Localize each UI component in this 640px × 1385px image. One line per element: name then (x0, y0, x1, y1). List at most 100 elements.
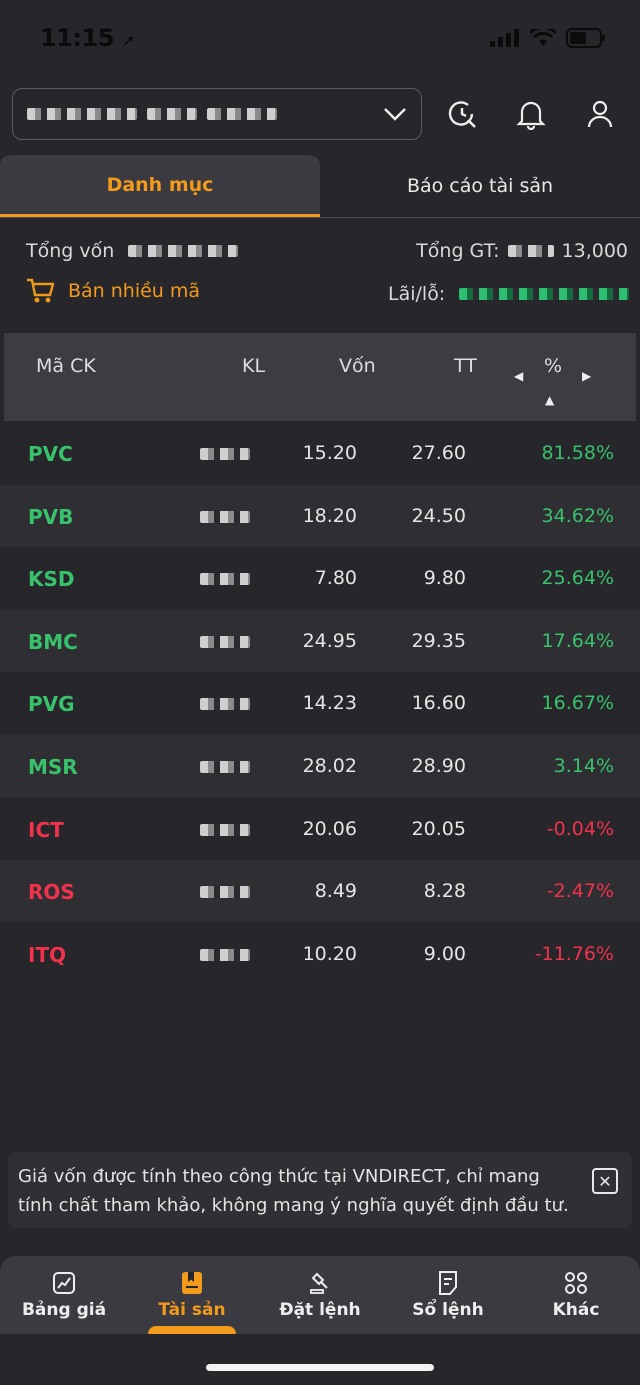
symbol-cell: ROS (28, 880, 75, 905)
column-prev-icon[interactable]: ◀ (514, 369, 524, 383)
close-icon[interactable]: ✕ (592, 1168, 618, 1194)
market-price-cell: 9.00 (423, 942, 466, 965)
location-arrow-icon: ➚ (121, 31, 135, 50)
profit-loss-label: Lãi/lỗ: (388, 283, 446, 305)
market-price-cell: 28.90 (411, 755, 466, 777)
market-price-cell: 16.60 (411, 692, 466, 715)
volume-masked (200, 761, 250, 773)
symbol-cell: KSD (28, 567, 75, 592)
nav-label: Bảng giá (21, 1300, 107, 1320)
nav-tai-san[interactable]: Tài sản (128, 1256, 256, 1334)
profit-loss-masked (459, 288, 630, 300)
col-symbol: Mã CK (36, 355, 96, 377)
notice-text: Giá vốn được tính theo công thức tại VND… (18, 1166, 569, 1216)
nav-dat-lenh[interactable]: Đặt lệnh (256, 1256, 384, 1334)
cost-cell: 18.20 (302, 504, 357, 527)
sort-asc-icon[interactable]: ▲ (545, 393, 555, 407)
market-price-cell: 8.28 (423, 880, 466, 903)
volume-masked (200, 823, 250, 836)
percent-cell: 16.67% (541, 692, 614, 715)
tab-bao-cao-tai-san[interactable]: Báo cáo tài sản (320, 155, 640, 217)
volume-masked (200, 448, 250, 460)
active-indicator (148, 1326, 236, 1334)
nav-bang-gia[interactable]: Bảng giá (0, 1256, 128, 1334)
symbol-cell: PVG (28, 692, 75, 717)
nav-khac[interactable]: Khác (512, 1256, 640, 1334)
battery-icon (566, 28, 605, 48)
total-value: Tổng GT: 13,000 (416, 240, 628, 262)
wifi-icon (530, 29, 556, 46)
table-row[interactable]: MSR 28.02 28.90 3.14% (0, 735, 640, 797)
percent-cell: 81.58% (541, 442, 614, 464)
volume-masked (200, 886, 250, 899)
market-price-cell: 27.60 (411, 442, 466, 464)
bell-icon[interactable] (513, 96, 549, 132)
table-row[interactable]: BMC 24.95 29.35 17.64% (0, 609, 640, 672)
percent-cell: -2.47% (546, 880, 614, 903)
total-value-masked (507, 245, 554, 257)
percent-cell: -0.04% (546, 817, 614, 840)
table-row[interactable]: ITQ 10.20 9.00 -11.76% (0, 923, 640, 985)
history-search-icon[interactable] (444, 96, 480, 132)
status-icons (490, 28, 606, 48)
home-indicator[interactable] (206, 1364, 434, 1371)
cart-icon (27, 278, 54, 303)
symbol-cell: BMC (28, 629, 78, 654)
volume-masked (200, 948, 250, 961)
cost-cell: 24.95 (302, 629, 357, 652)
status-time: 11:15 ➚ (40, 24, 135, 52)
total-capital: Tổng vốn (26, 240, 239, 262)
tab-bar: Danh mục Báo cáo tài sản (0, 155, 640, 218)
percent-cell: 34.62% (541, 504, 614, 527)
total-value-suffix: 13,000 (561, 240, 628, 262)
market-price-cell: 20.05 (411, 817, 466, 840)
percent-cell: 17.64% (541, 629, 614, 652)
table-header: Mã CK KL Vốn TT % ◀ ▶ ▲ (4, 333, 636, 421)
table-row[interactable]: ICT 20.06 20.05 -0.04% (0, 798, 640, 860)
column-next-icon[interactable]: ▶ (582, 369, 592, 383)
total-capital-label: Tổng vốn (26, 240, 115, 262)
total-value-label: Tổng GT: (416, 240, 500, 262)
profit-loss: Lãi/lỗ: (388, 283, 630, 305)
table-row[interactable]: PVC 15.20 27.60 81.58% (0, 422, 640, 484)
symbol-cell: PVC (28, 442, 73, 466)
symbol-cell: ITQ (28, 942, 67, 967)
col-cost: Vốn (339, 355, 376, 377)
sell-multiple-button[interactable]: Bán nhiều mã (26, 278, 200, 304)
cost-cell: 8.49 (314, 880, 357, 903)
account-select[interactable] (12, 88, 422, 140)
cost-cell: 15.20 (302, 442, 357, 464)
market-price-cell: 29.35 (411, 629, 466, 652)
cost-cell: 14.23 (302, 692, 357, 715)
col-percent[interactable]: % (544, 355, 563, 377)
signal-icon (490, 29, 519, 47)
chevron-down-icon (384, 108, 406, 121)
chart-icon (52, 1270, 76, 1296)
table-row[interactable]: ROS 8.49 8.28 -2.47% (0, 860, 640, 923)
tab-label: Danh mục (106, 173, 214, 196)
table-row[interactable]: PVB 18.20 24.50 34.62% (0, 484, 640, 547)
market-price-cell: 24.50 (411, 504, 466, 527)
total-capital-masked (128, 245, 239, 257)
wallet-icon (181, 1270, 203, 1296)
nav-label: Khác (552, 1300, 600, 1320)
symbol-cell: PVB (28, 504, 74, 529)
percent-cell: 3.14% (553, 755, 614, 777)
table-row[interactable]: KSD 7.80 9.80 25.64% (0, 547, 640, 609)
cost-cell: 10.20 (302, 942, 357, 965)
order-book-icon (437, 1270, 459, 1296)
cost-cell: 28.02 (302, 755, 357, 777)
tab-label: Báo cáo tài sản (406, 175, 554, 197)
percent-cell: 25.64% (541, 567, 614, 590)
gavel-icon (308, 1270, 332, 1296)
table-row[interactable]: PVG 14.23 16.60 16.67% (0, 672, 640, 734)
nav-so-lenh[interactable]: Sổ lệnh (384, 1256, 512, 1334)
nav-label: Sổ lệnh (412, 1300, 484, 1320)
market-price-cell: 9.80 (423, 567, 466, 590)
symbol-cell: MSR (28, 755, 78, 779)
user-icon[interactable] (582, 96, 618, 132)
tab-danh-muc[interactable]: Danh mục (0, 155, 320, 217)
volume-masked (200, 573, 250, 586)
volume-masked (200, 510, 250, 523)
percent-cell: -11.76% (534, 942, 614, 965)
